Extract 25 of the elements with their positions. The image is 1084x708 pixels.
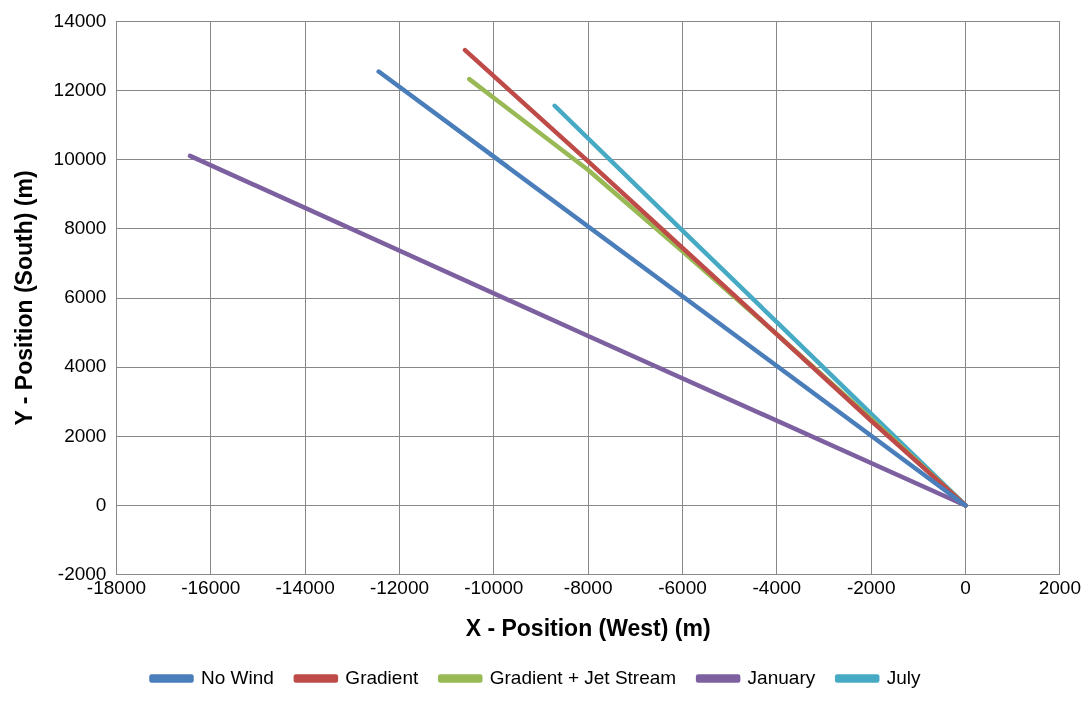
y-axis-title: Y - Position (South) (m) — [11, 170, 38, 426]
x-tick-label: 2000 — [1038, 577, 1082, 599]
y-tick-label: 0 — [95, 493, 107, 515]
y-tick-label: 8000 — [64, 217, 107, 239]
x-axis-title: X - Position (West) (m) — [465, 614, 711, 641]
y-tick-label: 14000 — [53, 9, 107, 31]
y-tick-label: 6000 — [64, 286, 107, 308]
x-tick-label: -2000 — [846, 577, 896, 599]
x-tick-label: -4000 — [752, 577, 802, 599]
y-tick-label: 2000 — [64, 424, 107, 446]
legend-label: Gradient — [345, 666, 419, 688]
y-tick-label: 4000 — [64, 355, 107, 377]
x-tick-label: -16000 — [181, 577, 241, 599]
legend-label: No Wind — [201, 666, 274, 688]
y-tick-label: 12000 — [53, 78, 107, 100]
x-tick-label: -14000 — [275, 577, 335, 599]
legend-label: Gradient + Jet Stream — [489, 666, 677, 688]
y-tick-label: 10000 — [53, 147, 107, 169]
legend-label: January — [747, 666, 816, 688]
legend-label: July — [886, 666, 921, 688]
x-tick-label: -8000 — [563, 577, 613, 599]
x-tick-label: -12000 — [369, 577, 430, 599]
x-tick-label: -10000 — [464, 577, 524, 599]
x-tick-label: -6000 — [658, 577, 707, 599]
x-tick-label: 0 — [960, 577, 971, 599]
